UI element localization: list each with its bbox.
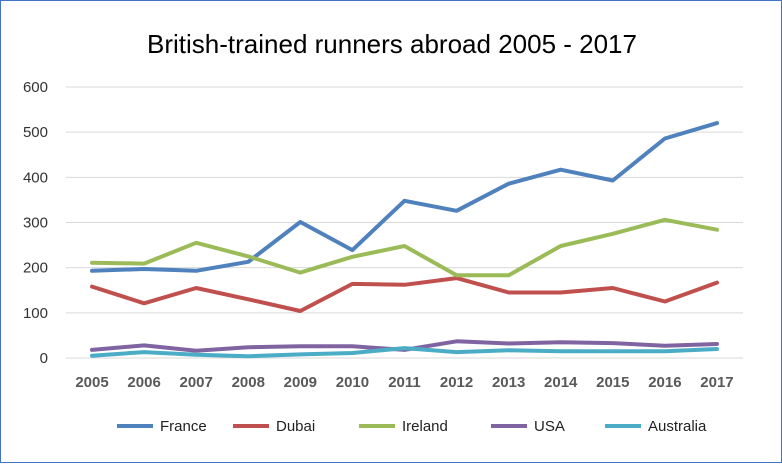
x-tick-label: 2016 xyxy=(648,374,681,391)
legend-item-ireland: Ireland xyxy=(359,418,448,435)
x-tick-label: 2012 xyxy=(440,374,473,391)
legend-label: USA xyxy=(534,418,565,435)
grid-layer xyxy=(66,86,743,359)
series-line-ireland xyxy=(90,217,719,278)
x-tick-label: 2005 xyxy=(75,374,108,391)
legend-label: Ireland xyxy=(402,418,448,435)
legend-item-dubai: Dubai xyxy=(233,418,315,435)
y-tick-label: 600 xyxy=(23,79,48,96)
x-tick-label: 2010 xyxy=(336,374,369,391)
x-tick-label: 2017 xyxy=(700,374,733,391)
y-tick-label: 100 xyxy=(23,305,48,322)
legend-label: Dubai xyxy=(276,418,315,435)
legend: France Dubai Ireland USA Australia xyxy=(117,418,707,435)
x-tick-label: 2006 xyxy=(127,374,160,391)
y-tick-label: 400 xyxy=(23,169,48,186)
series-line-france xyxy=(90,121,719,273)
legend-label: Australia xyxy=(648,418,707,435)
legend-item-australia: Australia xyxy=(605,418,707,435)
x-tick-label: 2014 xyxy=(544,374,578,391)
series-layer xyxy=(90,121,719,359)
x-tick-label: 2009 xyxy=(284,374,317,391)
x-tick-label: 2008 xyxy=(232,374,265,391)
x-tick-label: 2015 xyxy=(596,374,629,391)
x-tick-label: 2013 xyxy=(492,374,525,391)
y-tick-label: 0 xyxy=(40,350,48,367)
series-line-australia xyxy=(90,346,719,359)
legend-item-france: France xyxy=(117,418,207,435)
y-tick-label: 300 xyxy=(23,215,48,232)
legend-item-usa: USA xyxy=(491,418,565,435)
y-tick-label: 500 xyxy=(23,124,48,141)
y-tick-label: 200 xyxy=(23,260,48,277)
y-axis-ticks: 0 100 200 300 400 500 600 xyxy=(23,79,48,367)
x-tick-label: 2007 xyxy=(180,374,213,391)
x-axis-ticks: 2005 2006 2007 2008 2009 2010 2011 2012 2013 2014… xyxy=(75,374,733,391)
chart-title: British-trained runners abroad 2005 - 20… xyxy=(147,29,637,59)
series-line-dubai xyxy=(90,276,719,313)
legend-label: France xyxy=(160,418,207,435)
x-tick-label: 2011 xyxy=(388,374,421,391)
